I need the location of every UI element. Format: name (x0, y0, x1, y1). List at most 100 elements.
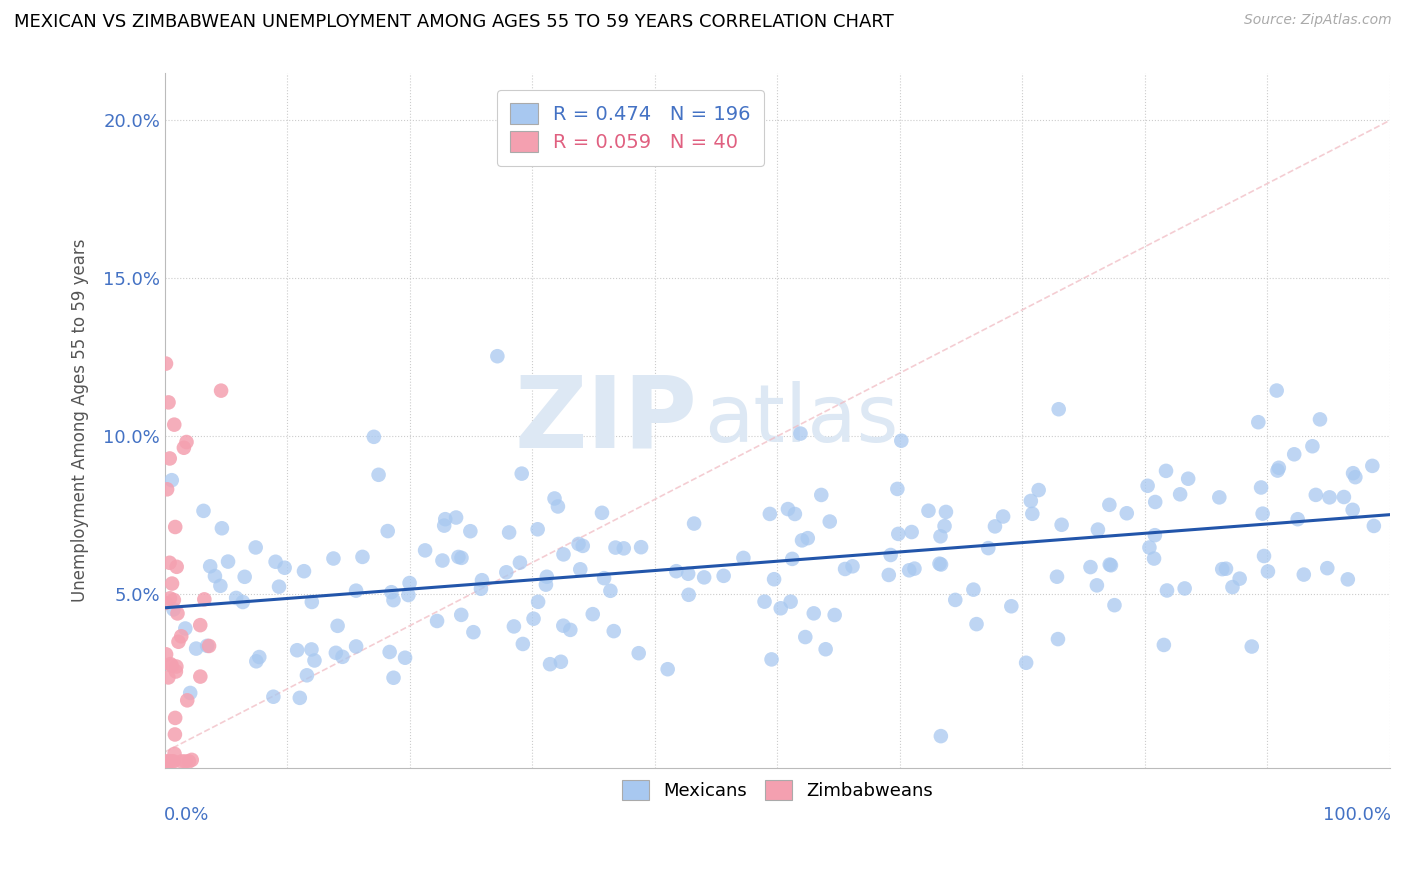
Point (498, 525, 520, 540)
Point (447, 549, 470, 564)
Point (550, 655, 572, 669)
Point (966, 617, 988, 632)
Point (943, 593, 966, 607)
Point (160, 755, 183, 769)
Point (1215, 562, 1237, 576)
Point (295, 668, 318, 682)
Point (627, 646, 650, 660)
Point (162, 755, 184, 769)
Point (155, 755, 177, 769)
Point (1286, 512, 1309, 526)
Point (657, 662, 679, 676)
Point (160, 473, 183, 487)
Point (567, 537, 589, 551)
Point (929, 558, 952, 572)
Point (1268, 460, 1291, 475)
Point (1047, 402, 1070, 417)
Text: ZIP: ZIP (515, 372, 697, 469)
Point (779, 595, 801, 609)
Point (553, 618, 575, 632)
Point (1337, 572, 1360, 586)
Point (887, 527, 910, 541)
Point (176, 435, 198, 450)
Point (363, 430, 385, 444)
Point (1021, 507, 1043, 521)
Point (676, 566, 699, 581)
Point (693, 570, 716, 584)
Point (769, 601, 792, 615)
Point (818, 515, 841, 529)
Point (166, 559, 188, 574)
Point (1046, 632, 1069, 646)
Point (155, 357, 177, 371)
Point (170, 755, 193, 769)
Point (1361, 458, 1384, 473)
Point (1028, 483, 1050, 497)
Point (1104, 598, 1126, 612)
Text: 100.0%: 100.0% (1323, 805, 1391, 824)
Point (814, 642, 837, 657)
Point (1341, 466, 1364, 480)
Point (603, 624, 626, 639)
Point (794, 630, 817, 644)
Point (209, 384, 232, 398)
Point (367, 467, 389, 482)
Point (879, 548, 901, 562)
Point (163, 593, 186, 607)
Point (322, 551, 344, 566)
Point (211, 521, 233, 535)
Point (159, 451, 181, 466)
Point (193, 592, 215, 607)
Point (1265, 384, 1288, 398)
Point (991, 509, 1014, 524)
Point (1251, 507, 1274, 521)
Point (1168, 487, 1191, 501)
Point (204, 569, 226, 583)
Point (1257, 565, 1279, 579)
Point (1301, 439, 1323, 453)
Point (326, 619, 349, 633)
Point (1344, 470, 1367, 484)
Point (1019, 494, 1042, 508)
Point (1143, 551, 1166, 566)
Point (396, 588, 419, 602)
Point (292, 564, 315, 578)
Point (413, 543, 436, 558)
Point (934, 519, 956, 533)
Point (763, 572, 786, 586)
Point (935, 505, 957, 519)
Point (754, 594, 776, 608)
Point (536, 570, 558, 584)
Point (495, 566, 517, 580)
Point (177, 755, 200, 769)
Point (1341, 503, 1364, 517)
Point (929, 729, 952, 743)
Point (526, 522, 548, 536)
Point (1319, 491, 1341, 505)
Point (1050, 517, 1073, 532)
Point (1098, 498, 1121, 512)
Point (569, 562, 592, 576)
Point (174, 622, 197, 636)
Point (463, 625, 485, 640)
Point (582, 607, 605, 622)
Point (630, 540, 652, 554)
Point (1316, 561, 1339, 575)
Point (929, 529, 952, 543)
Text: atlas: atlas (704, 382, 898, 459)
Point (900, 524, 922, 539)
Point (1087, 523, 1109, 537)
Point (1136, 479, 1159, 493)
Point (180, 753, 202, 767)
Point (352, 549, 374, 564)
Point (377, 524, 399, 538)
Point (1362, 519, 1385, 533)
Point (288, 690, 311, 705)
Point (198, 639, 221, 653)
Point (1153, 638, 1175, 652)
Point (1099, 558, 1122, 573)
Point (486, 349, 509, 363)
Point (285, 643, 308, 657)
Text: Source: ZipAtlas.com: Source: ZipAtlas.com (1244, 13, 1392, 28)
Point (450, 607, 472, 622)
